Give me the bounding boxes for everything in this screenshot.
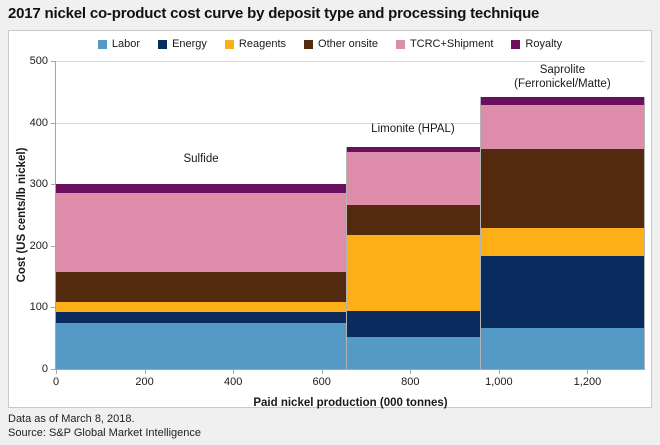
chart-panel: Labor Energy Reagents Other onsite TCRC+Ship… bbox=[8, 30, 652, 409]
bar-sulfide-segment-energy bbox=[56, 311, 347, 324]
x-axis-tick-label: 600 bbox=[312, 376, 331, 388]
x-axis-tick-label: 0 bbox=[52, 376, 60, 388]
y-axis-tick-label: 300 bbox=[29, 178, 48, 191]
bar-saprolite-segment-tcrc-shipment bbox=[479, 105, 645, 150]
legend-swatch-icon bbox=[158, 39, 168, 49]
bar-saprolite-segment-royalty bbox=[479, 96, 645, 106]
legend-label: Labor bbox=[111, 38, 141, 50]
x-axis-line bbox=[55, 369, 645, 370]
bar-limonite-hpal--segment-tcrc-shipment bbox=[346, 152, 480, 205]
bar-limonite-hpal--segment-reagents bbox=[346, 234, 480, 312]
bar-sulfide-segment-royalty bbox=[56, 184, 347, 194]
x-axis-tick-label: 400 bbox=[223, 376, 243, 388]
x-axis-tick-label: 200 bbox=[135, 376, 154, 388]
legend-swatch-icon bbox=[395, 39, 405, 49]
legend-swatch-icon bbox=[304, 39, 314, 49]
legend-item-royalty: Royalty bbox=[511, 38, 562, 50]
x-axis-title: Paid nickel production (000 tonnes) bbox=[253, 397, 448, 409]
y-axis-tick-label: 500 bbox=[29, 55, 48, 67]
y-axis-tick bbox=[51, 122, 55, 124]
bar-limonite-hpal--segment-energy bbox=[346, 311, 480, 337]
y-axis-line bbox=[55, 61, 56, 369]
bar-limonite-hpal--segment-other-onsite bbox=[346, 204, 480, 235]
y-axis-tick-label: 0 bbox=[41, 363, 48, 375]
category-label: Sulfide bbox=[183, 153, 219, 166]
legend-swatch-icon bbox=[224, 39, 234, 49]
bar-saprolite-segment-reagents bbox=[479, 227, 645, 257]
x-axis-tick-label: 1,200 bbox=[573, 376, 602, 388]
legend-item-reagents: Reagents bbox=[224, 38, 287, 50]
y-axis-tick bbox=[51, 61, 55, 62]
plot-area: 0 100 200 300 400 500 0 200 400 600 800 1,000 1,200 S… bbox=[30, 55, 645, 388]
y-axis-tick-label: 400 bbox=[29, 116, 48, 129]
footer-source: Source: S&P Global Market Intelligence bbox=[8, 427, 202, 439]
footer: Data as of March 8, 2018. Source: S&P Gl… bbox=[8, 412, 201, 440]
category-label: Limonite (HPAL) bbox=[371, 123, 455, 136]
y-axis-tick bbox=[51, 245, 55, 247]
y-gridline bbox=[56, 61, 645, 62]
legend-swatch-icon bbox=[97, 39, 107, 49]
legend-label: Reagents bbox=[238, 38, 287, 50]
bar-sulfide-segment-tcrc-shipment bbox=[56, 193, 347, 272]
y-axis-tick bbox=[51, 307, 55, 309]
bar-sulfide-segment-other-onsite bbox=[56, 271, 347, 303]
legend-label: Energy bbox=[172, 38, 207, 50]
y-axis-tick bbox=[51, 184, 55, 186]
x-axis-tick bbox=[498, 370, 500, 374]
bar-sulfide-segment-reagents bbox=[56, 302, 347, 312]
legend-label: Other onsite bbox=[318, 38, 378, 50]
bar-saprolite-segment-other-onsite bbox=[479, 149, 645, 228]
legend: Labor Energy Reagents Other onsite TCRC+Ship… bbox=[9, 38, 651, 50]
x-axis-tick bbox=[144, 370, 146, 374]
x-axis-tick bbox=[321, 370, 323, 374]
x-axis-tick bbox=[233, 370, 235, 374]
legend-item-other-onsite: Other onsite bbox=[304, 38, 378, 50]
y-axis-title: Cost (US cents/lb nickel) bbox=[16, 147, 28, 283]
bar-saprolite-segment-energy bbox=[479, 256, 645, 329]
legend-swatch-icon bbox=[511, 39, 521, 49]
y-gridline bbox=[56, 122, 645, 124]
x-axis-tick bbox=[410, 370, 412, 374]
page-title: 2017 nickel co-product cost curve by dep… bbox=[8, 5, 540, 22]
legend-item-tcrc-shipment: TCRC+Shipment bbox=[395, 38, 494, 50]
y-axis-tick bbox=[51, 369, 55, 370]
category-label: Saprolite (Ferronickel/Matte) bbox=[514, 63, 611, 90]
bar-saprolite-segment-labor bbox=[479, 328, 645, 369]
x-axis-tick-label: 800 bbox=[401, 376, 420, 388]
legend-item-labor: Labor bbox=[97, 38, 141, 50]
legend-label: Royalty bbox=[525, 38, 563, 50]
legend-item-energy: Energy bbox=[158, 38, 207, 50]
x-axis-tick bbox=[587, 370, 589, 374]
bar-sulfide-segment-labor bbox=[56, 323, 347, 369]
x-axis-tick bbox=[56, 370, 57, 374]
bar-limonite-hpal--segment-royalty bbox=[346, 147, 480, 153]
footer-date: Data as of March 8, 2018. bbox=[8, 413, 135, 425]
bar-limonite-hpal--segment-labor bbox=[346, 336, 480, 369]
y-axis-tick-label: 100 bbox=[29, 301, 48, 314]
y-axis-tick-label: 200 bbox=[29, 239, 48, 252]
legend-label: TCRC+Shipment bbox=[409, 38, 494, 50]
x-axis-tick-label: 1,000 bbox=[485, 376, 513, 388]
